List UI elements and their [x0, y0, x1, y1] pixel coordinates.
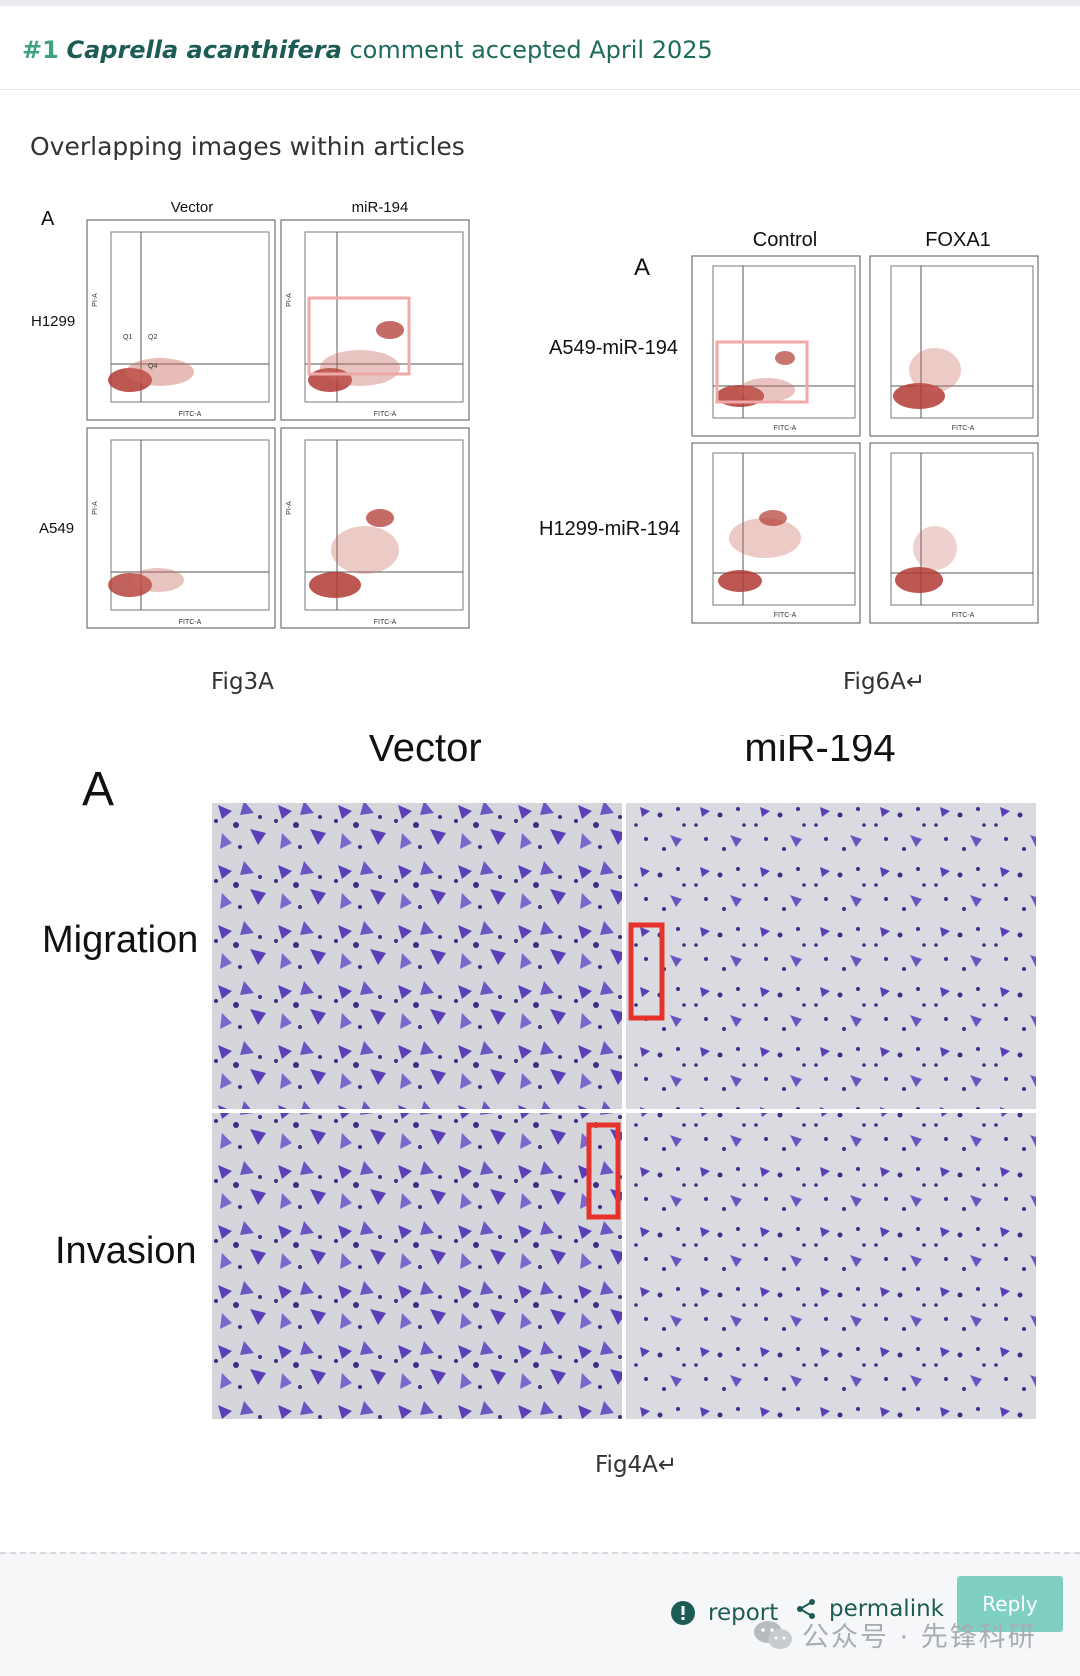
fig3a-panel-letter: A: [41, 208, 55, 230]
fig4a-highlight-box-2: [586, 1122, 621, 1220]
watermark: 公众号 · 先锋科研: [752, 1615, 1037, 1654]
fig3a-q1: Q1: [123, 334, 132, 341]
fig4a-col-label-1: Vector: [368, 735, 481, 770]
fig6a-xlabel-3: FITC-A: [774, 612, 797, 619]
fig3a-col-label-2: miR-194: [352, 199, 409, 216]
fig3a-row-label-1: H1299: [31, 313, 75, 330]
fig3a-caption: Fig3A: [211, 669, 274, 695]
fig6a-xlabel-2: FITC-A: [952, 425, 975, 432]
fig4a-panel-letter: A: [82, 763, 114, 816]
permalink-link[interactable]: permalink: [795, 1592, 944, 1626]
fig3a-axis-labels: FITC-A FITC-A FITC-A FITC-A PI-A PI-A PI…: [92, 293, 397, 626]
fig4a-image-invasion-mir194: [626, 1113, 1036, 1419]
fig4a-image-migration-vector: [212, 803, 622, 1109]
fig3a-figure: A Vector miR-194 H1299 A549 Q1 Q2 Q4 F: [31, 199, 470, 629]
fig3a-xlabel-3: FITC-A: [179, 619, 202, 626]
fig4a-image-migration-mir194: [626, 803, 1036, 1109]
fig6a-figure: A Control FOXA1 A549-miR-194 H1299-miR-1…: [539, 229, 1039, 624]
fig4a-caption: Fig4A↵: [595, 1452, 678, 1478]
comment-body-title: Overlapping images within articles: [30, 132, 465, 161]
fig4a-highlight-box-1: [628, 922, 665, 1021]
reply-button[interactable]: Reply: [957, 1576, 1063, 1632]
wechat-icon: [754, 1620, 792, 1649]
fig3a-xlabel-4: FITC-A: [374, 619, 397, 626]
fig3a-xlabel-2: FITC-A: [374, 411, 397, 418]
fig4a-row-label-2: Invasion: [55, 1230, 197, 1272]
fig3a-dots: [108, 321, 404, 598]
alert-icon: [671, 1601, 695, 1625]
fig3a-highlight-box: [307, 296, 411, 376]
fig6a-panel-letter: A: [634, 254, 650, 281]
fig3a-quadrant-labels: Q1 Q2 Q4: [123, 334, 157, 370]
fig4a-row-label-1: Migration: [42, 919, 198, 961]
watermark-text: 公众号 · 先锋科研: [802, 1622, 1037, 1653]
fig3a-xlabel-1: FITC-A: [179, 411, 202, 418]
fig3a-plots: [86, 219, 470, 629]
fig6a-axis-labels: FITC-A FITC-A FITC-A FITC-A: [774, 425, 975, 619]
fig3a-row-label-2: A549: [39, 520, 74, 537]
fig4a-figure: A Vector miR-194 Migration Invasion: [42, 735, 1036, 1419]
fig6a-col-label-2: FOXA1: [925, 229, 991, 251]
fig3a-ylabel-1: PI-A: [92, 293, 99, 307]
fig6a-xlabel-1: FITC-A: [774, 425, 797, 432]
comment-heading: #1 Caprella acanthifera comment accepted…: [22, 36, 713, 64]
fig6a-plots: [691, 255, 1039, 624]
comment-status: comment accepted April 2025: [349, 36, 713, 64]
comment-header: #1 Caprella acanthifera comment accepted…: [0, 0, 1080, 90]
fig3a-ylabel-3: PI-A: [92, 501, 99, 515]
fig6a-row-label-1: A549-miR-194: [549, 337, 678, 359]
fig3a-ylabel-2: PI-A: [286, 293, 293, 307]
comment-author[interactable]: Caprella acanthifera: [66, 36, 342, 64]
report-link[interactable]: report: [670, 1596, 778, 1630]
fig3a-q2: Q2: [148, 334, 157, 341]
comment-footer: report permalink Reply: [0, 1552, 1080, 1676]
fig6a-col-label-1: Control: [753, 229, 817, 251]
fig6a-caption: Fig6A↵: [843, 669, 926, 695]
fig6a-xlabel-4: FITC-A: [952, 612, 975, 619]
fig4a-image-invasion-vector: [212, 1113, 622, 1419]
comment-number[interactable]: #1: [22, 36, 59, 64]
permalink-label: permalink: [829, 1596, 944, 1622]
share-icon: [797, 1599, 815, 1619]
fig6a-highlight-box: [715, 340, 809, 404]
fig6a-dots: [716, 348, 961, 593]
fig4a-col-label-2: miR-194: [744, 735, 895, 770]
fig3a-q4: Q4: [148, 363, 157, 370]
fig6a-row-label-2: H1299-miR-194: [539, 518, 680, 540]
fig3a-col-label-1: Vector: [171, 199, 214, 216]
fig3a-ylabel-4: PI-A: [286, 501, 293, 515]
